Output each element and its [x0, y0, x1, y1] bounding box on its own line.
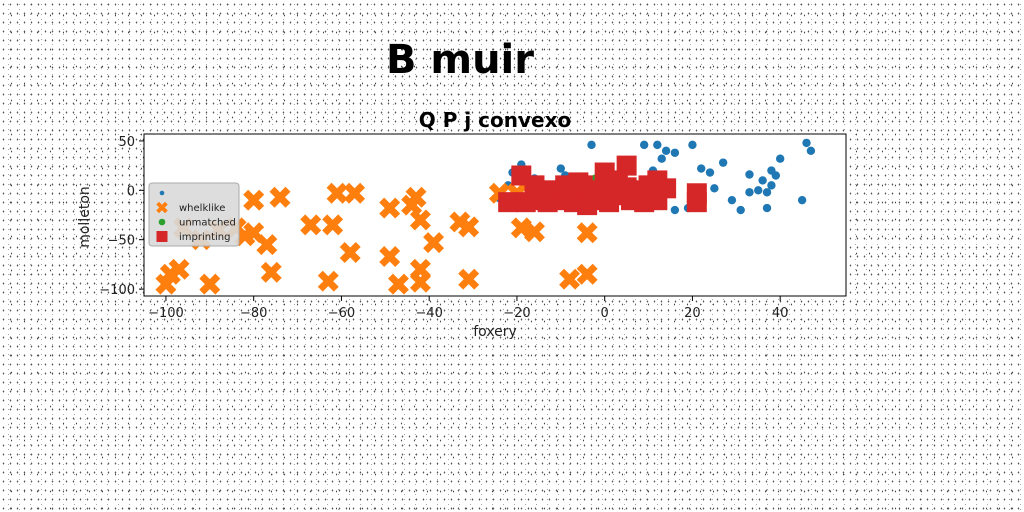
- data-point-series-1: [260, 261, 282, 283]
- data-point-series-0: [710, 184, 719, 193]
- data-point-series-0: [556, 164, 566, 173]
- x-tick-label: 20: [684, 306, 701, 321]
- x-tick-label: −20: [503, 306, 530, 321]
- data-point-series-0: [670, 148, 680, 157]
- data-point-series-0: [806, 146, 816, 155]
- data-point-series-1: [344, 182, 366, 204]
- axes-title: Q P j convexo: [419, 108, 571, 132]
- data-point-series-1: [256, 234, 278, 256]
- data-point-series-1: [322, 214, 344, 236]
- data-point-series-1: [559, 268, 581, 290]
- figure-title: B muir: [386, 37, 534, 83]
- data-point-series-1: [339, 242, 361, 264]
- data-point-series-0: [587, 140, 596, 150]
- x-axis-label: foxery: [473, 324, 517, 340]
- x-tick-label: −100: [148, 306, 184, 321]
- plot-area: [144, 134, 846, 296]
- data-point-series-1: [458, 268, 480, 290]
- data-point-series-1: [388, 273, 409, 295]
- data-point-series-0: [736, 205, 745, 215]
- y-tick-label: −100: [99, 283, 135, 298]
- data-point-series-3: [568, 172, 589, 193]
- data-point-series-1: [199, 273, 221, 295]
- legend-label-2: unmatched: [179, 218, 236, 229]
- data-point-series-0: [639, 140, 649, 150]
- x-tick-label: 0: [601, 306, 609, 321]
- data-point-series-0: [745, 188, 754, 197]
- data-point-series-0: [745, 170, 754, 179]
- data-point-series-3: [537, 192, 558, 213]
- data-point-series-0: [754, 186, 763, 195]
- data-point-series-1: [379, 246, 401, 267]
- data-point-series-0: [727, 195, 737, 205]
- legend-label-3: imprinting: [179, 232, 230, 243]
- data-point-series-3: [515, 192, 536, 213]
- x-tick-label: 40: [772, 306, 789, 321]
- data-point-series-0: [653, 140, 662, 150]
- data-point-series-1: [458, 216, 480, 238]
- y-tick-label: −50: [108, 234, 135, 249]
- data-point-series-0: [758, 176, 767, 185]
- data-point-series-1: [243, 189, 265, 211]
- ticks-layer: −100 −80 −60 −40 −20 0 20 40 50 0 −50 −100: [99, 135, 788, 321]
- data-point-series-0: [797, 195, 807, 205]
- data-point-series-0: [697, 164, 706, 173]
- data-point-series-0: [657, 154, 666, 163]
- data-point-series-3: [686, 192, 707, 213]
- data-point-series-3: [634, 192, 655, 213]
- data-point-series-1: [234, 225, 256, 247]
- data-point-series-1: [510, 217, 532, 239]
- data-point-series-0: [767, 181, 776, 190]
- data-point-series-0: [718, 158, 728, 167]
- y-axis-label: molleton: [77, 186, 93, 248]
- plot-frame: [143, 133, 847, 297]
- data-point-series-3: [656, 178, 677, 199]
- data-point-series-1: [576, 263, 598, 285]
- data-point-series-0: [802, 138, 811, 148]
- data-point-series-3: [524, 175, 545, 196]
- data-point-series-0: [771, 171, 780, 180]
- data-point-series-1: [423, 232, 445, 254]
- data-point-series-1: [576, 222, 598, 244]
- data-point-series-1: [168, 258, 190, 280]
- data-point-series-3: [616, 155, 637, 176]
- data-point-series-3: [498, 192, 519, 213]
- data-point-series-1: [326, 182, 348, 204]
- data-point-series-0: [762, 203, 772, 213]
- data-point-series-0: [670, 205, 680, 215]
- x-tick-label: −80: [240, 306, 267, 321]
- legend-marker-2: [158, 218, 166, 226]
- data-point-series-0: [705, 168, 715, 177]
- data-point-series-1: [409, 271, 431, 293]
- x-tick-label: −60: [328, 306, 355, 321]
- data-point-series-1: [409, 209, 431, 231]
- data-point-series-0: [762, 188, 772, 197]
- legend-label-1: whelklike: [179, 203, 225, 214]
- legend-marker-1: [156, 201, 168, 214]
- legend-marker-0: [159, 190, 165, 196]
- x-tick-label: −40: [415, 306, 442, 321]
- data-point-series-0: [661, 146, 671, 155]
- legend: whelklike unmatched imprinting: [148, 182, 240, 247]
- data-point-series-1: [317, 270, 339, 292]
- y-tick-label: 50: [118, 135, 135, 150]
- y-tick-label: 0: [127, 184, 135, 199]
- legend-marker-3: [156, 231, 168, 242]
- data-point-series-1: [405, 186, 427, 208]
- data-point-series-0: [688, 140, 697, 150]
- data-point-series-1: [269, 186, 291, 208]
- data-point-series-1: [524, 221, 545, 243]
- data-point-series-1: [300, 214, 322, 236]
- data-point-series-0: [775, 154, 785, 163]
- data-point-series-1: [379, 197, 401, 219]
- legend-box: [148, 182, 240, 247]
